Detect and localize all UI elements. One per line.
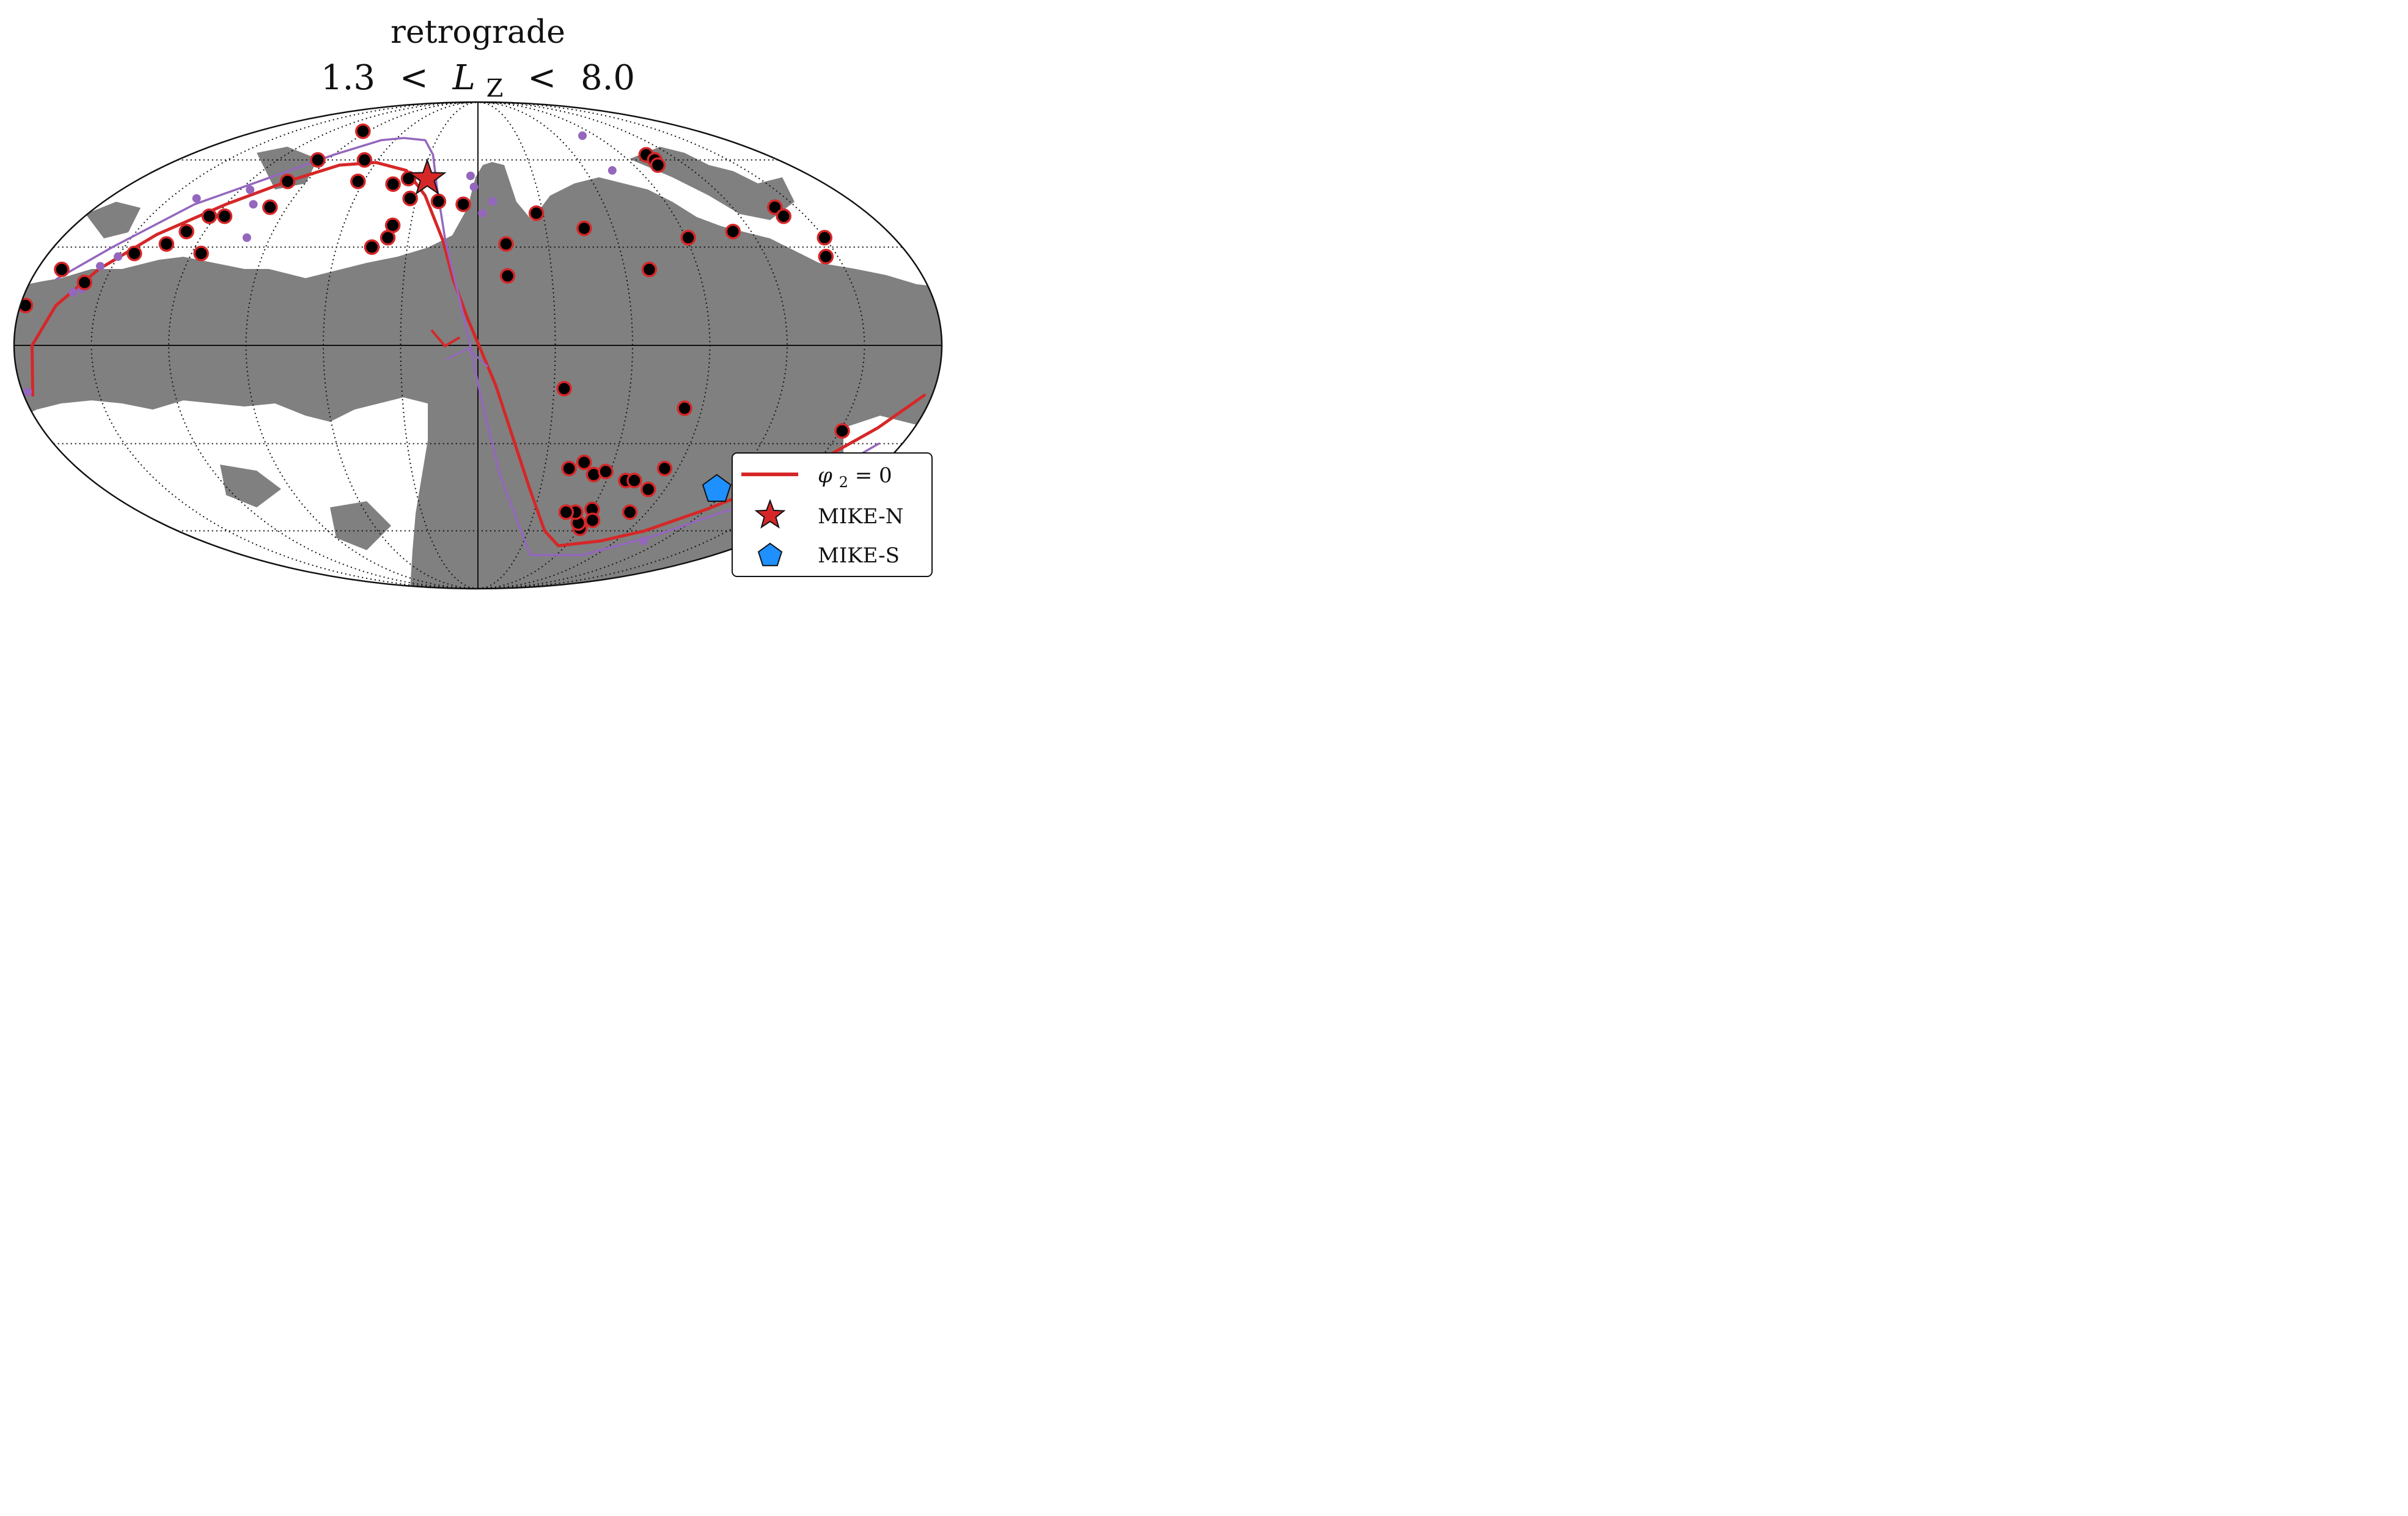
- chart-title-line1: retrograde: [391, 14, 565, 51]
- other-star-point: [578, 131, 587, 140]
- legend-star-swatch: [754, 499, 786, 529]
- member-star-point: [216, 208, 233, 224]
- title-lt-1: <: [400, 58, 428, 98]
- member-star-point: [776, 208, 791, 224]
- member-star-point: [364, 239, 380, 255]
- other-star-point: [466, 171, 475, 180]
- member-star-point: [576, 454, 592, 471]
- member-star-point: [201, 208, 218, 224]
- member-star-point: [193, 245, 209, 262]
- member-star-point: [380, 230, 396, 246]
- legend-pentagon-swatch: [757, 542, 783, 567]
- other-star-point: [23, 388, 32, 397]
- track-red-direction-chevron: [430, 329, 461, 348]
- member-star-point: [656, 460, 673, 477]
- other-star-point: [488, 197, 497, 206]
- footprint-gaps: [86, 147, 795, 550]
- member-star-point: [455, 196, 471, 212]
- mollweide-sky-chart: retrograde 1.3 < L Z < 8.0: [13, 14, 943, 590]
- scatter-points: [17, 123, 850, 545]
- legend-label-mike-s: MIKE-S: [818, 543, 900, 568]
- chart-title-line2: 1.3 < L Z < 8.0: [321, 58, 635, 105]
- other-star-point: [608, 166, 617, 175]
- meridian-line: [167, 102, 479, 589]
- member-star-point: [561, 460, 577, 477]
- legend-label-mike-n: MIKE-N: [818, 504, 903, 529]
- title-lower-bound: 1.3: [321, 58, 375, 98]
- other-star-point: [114, 252, 123, 261]
- member-star-point: [641, 262, 658, 278]
- member-star-point: [402, 190, 418, 207]
- title-variable: L: [452, 58, 475, 98]
- member-star-point: [528, 205, 545, 221]
- member-star-point: [584, 512, 601, 528]
- mike-n-star-marker: [408, 158, 447, 195]
- member-star-point: [158, 236, 175, 252]
- member-star-point: [834, 423, 850, 439]
- other-star-point: [478, 208, 487, 218]
- other-star-point: [246, 185, 255, 194]
- meridian-line: [477, 102, 788, 589]
- legend-phi-subscript: 2: [839, 474, 848, 491]
- member-star-point: [127, 245, 142, 262]
- legend-box: [732, 452, 933, 577]
- other-star-point: [469, 182, 479, 191]
- other-star-point: [242, 233, 251, 242]
- member-star-point: [818, 249, 834, 265]
- other-star-point: [249, 200, 258, 209]
- member-star-point: [817, 230, 832, 246]
- member-star-point: [680, 230, 696, 246]
- legend: φ 2 = 0 MIKE-N MIKE-S: [732, 452, 933, 577]
- footprint-gap-south-east: [330, 501, 391, 550]
- member-star-point: [576, 220, 592, 237]
- title-variable-subscript: Z: [486, 75, 504, 103]
- member-star-point: [640, 481, 656, 498]
- title-upper-bound: 8.0: [581, 58, 635, 98]
- member-star-point: [356, 152, 373, 168]
- track-red-line: [31, 161, 926, 548]
- member-star-point: [499, 268, 516, 284]
- member-star-point: [677, 400, 692, 416]
- member-star-point: [558, 504, 574, 520]
- legend-phi-rest: = 0: [855, 463, 892, 488]
- member-star-point: [598, 463, 614, 480]
- mike-s-pentagon-marker: [702, 474, 732, 502]
- other-star-point: [96, 262, 105, 271]
- footprint-gap-north-central: [257, 147, 318, 190]
- meridian-line: [322, 102, 479, 589]
- member-star-point: [498, 236, 514, 252]
- title-lt-2: <: [527, 58, 556, 98]
- member-star-point: [279, 173, 296, 190]
- member-star-point: [178, 223, 194, 240]
- member-star-point: [430, 193, 447, 210]
- member-star-point: [725, 223, 741, 240]
- map-outline: [13, 101, 943, 590]
- other-star-point: [68, 288, 78, 297]
- track-purple-line: [55, 136, 880, 556]
- footprint-gap-north-east: [630, 147, 795, 220]
- member-star-point: [262, 199, 278, 215]
- member-star-point: [626, 473, 642, 488]
- member-star-point: [350, 173, 366, 190]
- legend-pentagon-icon: [757, 542, 783, 567]
- member-star-point: [622, 504, 638, 520]
- special-markers: [408, 158, 732, 502]
- chart-stage: retrograde 1.3 < L Z < 8.0: [0, 0, 956, 603]
- footprint-south-patch: [14, 397, 428, 589]
- member-star-point: [310, 152, 326, 168]
- member-star-point: [54, 262, 70, 278]
- member-star-point: [76, 274, 93, 290]
- member-star-point: [355, 123, 371, 139]
- track-purple-direction-chevron: [446, 347, 489, 368]
- stream-tracks: [31, 136, 926, 556]
- member-star-point: [556, 380, 572, 397]
- legend-star-icon: [754, 499, 786, 529]
- other-star-point: [192, 194, 201, 203]
- member-star-point: [650, 157, 666, 173]
- member-star-point: [385, 176, 401, 192]
- legend-label-phi2: φ 2 = 0: [818, 463, 892, 493]
- other-star-point: [639, 536, 648, 545]
- footprint-gap-north-west: [86, 202, 141, 238]
- legend-phi-symbol: φ: [818, 463, 832, 488]
